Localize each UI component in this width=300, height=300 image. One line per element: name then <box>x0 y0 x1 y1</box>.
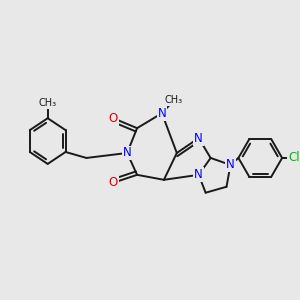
Text: O: O <box>109 112 118 125</box>
Text: Cl: Cl <box>288 152 300 164</box>
Text: N: N <box>226 158 235 171</box>
Text: N: N <box>123 146 131 160</box>
Text: N: N <box>194 132 203 145</box>
Text: N: N <box>158 107 166 120</box>
Text: CH₃: CH₃ <box>39 98 57 108</box>
Text: N: N <box>194 168 203 181</box>
Text: O: O <box>109 176 118 189</box>
Text: CH₃: CH₃ <box>165 95 183 105</box>
